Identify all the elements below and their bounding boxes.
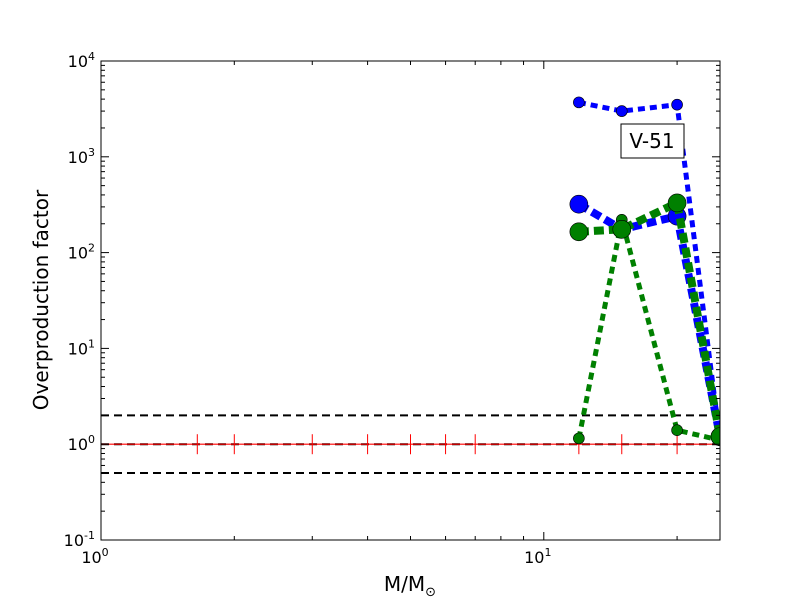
y-tick-label-base-5: 10	[68, 52, 88, 71]
series-2-point-0	[573, 432, 585, 445]
y-tick-label-base-2: 10	[68, 339, 88, 358]
y-tick-label-exp-2: 1	[88, 337, 95, 350]
series-1-point-0	[569, 194, 589, 214]
annotation-label: V-51	[629, 129, 674, 153]
y-tick-label-base-1: 10	[68, 435, 88, 454]
y-tick-label-0: 10-1	[64, 529, 95, 550]
y-tick-label-5: 104	[68, 50, 95, 71]
x-axis-label-subscript: ⊙	[425, 585, 436, 600]
y-tick-label-exp-5: 4	[88, 50, 95, 63]
x-tick-label-1: 101	[524, 546, 551, 567]
y-tick-label-3: 102	[68, 242, 95, 263]
series-0-point-2	[671, 98, 683, 111]
y-tick-label-exp-4: 3	[88, 146, 95, 159]
series-3-point-0	[569, 222, 589, 242]
series-0-line	[578, 99, 720, 441]
x-tick-label-base-0: 10	[81, 548, 101, 567]
x-axis-label-text: M/M	[384, 572, 425, 596]
x-tick-label-base-1: 10	[524, 548, 544, 567]
y-axis-label: Overproduction factor	[29, 189, 53, 410]
y-tick-label-2: 101	[68, 337, 95, 358]
x-tick-label-0: 100	[81, 546, 108, 567]
series-3-point-2	[667, 193, 687, 213]
series-3-point-3	[710, 427, 720, 446]
y-tick-label-base-3: 10	[68, 244, 88, 263]
y-tick-label-exp-3: 2	[88, 242, 95, 255]
series-2-point-2	[671, 424, 683, 437]
series-0-point-0	[573, 96, 585, 109]
series-group	[569, 96, 720, 447]
red-reference-line	[101, 434, 720, 455]
y-tick-label-4: 103	[68, 146, 95, 167]
annotation-box	[620, 123, 685, 159]
y-tick-label-base-0: 10	[64, 531, 84, 550]
x-tick-label-exp-1: 1	[544, 546, 551, 559]
series-3-line	[578, 198, 720, 438]
x-axis-label: M/M⊙	[384, 572, 436, 600]
y-tick-label-base-4: 10	[68, 148, 88, 167]
annotation-group: V-51	[620, 123, 685, 159]
x-tick-label-exp-0: 0	[102, 546, 109, 559]
y-tick-label-exp-1: 0	[88, 433, 95, 446]
y-tick-label-exp-0: -1	[84, 529, 95, 542]
series-2-line	[576, 217, 720, 443]
y-tick-label-1: 100	[68, 433, 95, 454]
series-3-point-1	[612, 220, 632, 239]
series-0-point-1	[615, 105, 628, 117]
